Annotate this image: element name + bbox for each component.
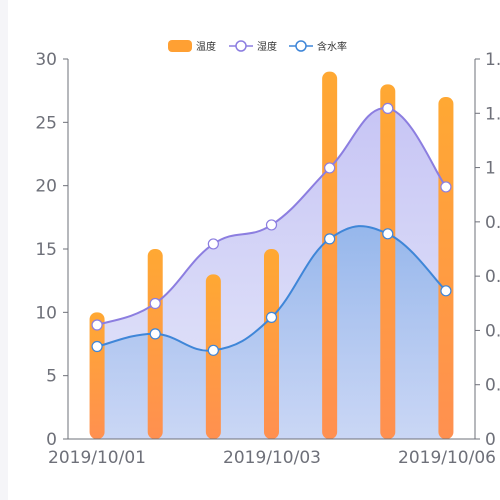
- legend-swatch-bar: [168, 40, 192, 52]
- y-left-tick-label: 30: [35, 50, 57, 70]
- y-right-tick-label: 0.: [485, 321, 500, 341]
- y-right-tick-label: 1: [485, 159, 496, 179]
- bar-6[interactable]: [380, 84, 396, 439]
- point-s2-1[interactable]: [91, 340, 103, 353]
- y-left-tick-label: 10: [35, 303, 57, 323]
- y-left-tick-label: 15: [35, 240, 57, 260]
- y-left-tick-label: 5: [46, 367, 57, 387]
- legend-swatch-marker: [295, 40, 307, 52]
- legend-item-3[interactable]: 含水率: [289, 40, 347, 53]
- x-tick-label: 2019/10/06: [398, 448, 496, 468]
- legend-label: 温度: [196, 40, 216, 53]
- bar-1[interactable]: [89, 312, 105, 439]
- point-s1-3[interactable]: [207, 238, 219, 250]
- y-right-tick-label: 0.: [485, 267, 500, 287]
- point-s2-2[interactable]: [149, 328, 161, 340]
- bar-5[interactable]: [322, 71, 338, 440]
- y-right-tick-label: 1.: [485, 50, 500, 70]
- bar-4[interactable]: [264, 249, 279, 439]
- legend-label: 湿度: [257, 40, 277, 53]
- point-s2-3[interactable]: [207, 344, 219, 356]
- y-right-tick-label: 0.: [485, 376, 500, 396]
- point-s1-1[interactable]: [91, 319, 103, 331]
- legend-item-1[interactable]: 温度: [168, 40, 216, 53]
- point-s1-2[interactable]: [149, 297, 161, 310]
- point-s2-4[interactable]: [265, 311, 278, 323]
- y-right-tick-label: 1.: [485, 104, 500, 124]
- y-right-tick-label: 0: [485, 430, 496, 450]
- point-s1-7[interactable]: [440, 181, 452, 193]
- y-left-tick-label: 20: [35, 177, 57, 197]
- point-s1-6[interactable]: [382, 102, 394, 115]
- y-left-tick-label: 0: [46, 430, 57, 450]
- bar-2[interactable]: [147, 249, 163, 439]
- y-left-tick-label: 25: [35, 113, 57, 133]
- bar-3[interactable]: [205, 274, 221, 439]
- point-s1-4[interactable]: [265, 219, 278, 231]
- point-s1-5[interactable]: [324, 162, 336, 174]
- y-right-tick-label: 0.: [485, 213, 500, 233]
- legend-label: 含水率: [317, 40, 347, 53]
- legend-swatch-marker: [235, 40, 247, 52]
- point-s2-7[interactable]: [440, 285, 452, 297]
- point-s2-6[interactable]: [382, 228, 394, 240]
- point-s2-5[interactable]: [324, 233, 336, 245]
- bar-7[interactable]: [438, 97, 454, 439]
- x-tick-label: 2019/10/01: [48, 448, 146, 468]
- legend-item-2[interactable]: 湿度: [229, 40, 277, 53]
- x-tick-label: 2019/10/03: [223, 448, 321, 468]
